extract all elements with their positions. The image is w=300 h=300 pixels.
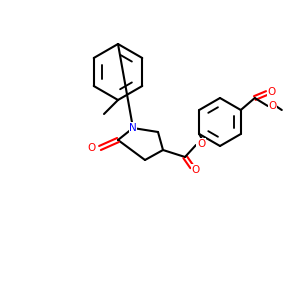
Text: O: O bbox=[88, 143, 96, 153]
Text: O: O bbox=[197, 139, 205, 149]
Text: O: O bbox=[192, 165, 200, 175]
Text: N: N bbox=[129, 123, 137, 133]
Text: O: O bbox=[268, 87, 276, 97]
Text: O: O bbox=[269, 101, 277, 111]
